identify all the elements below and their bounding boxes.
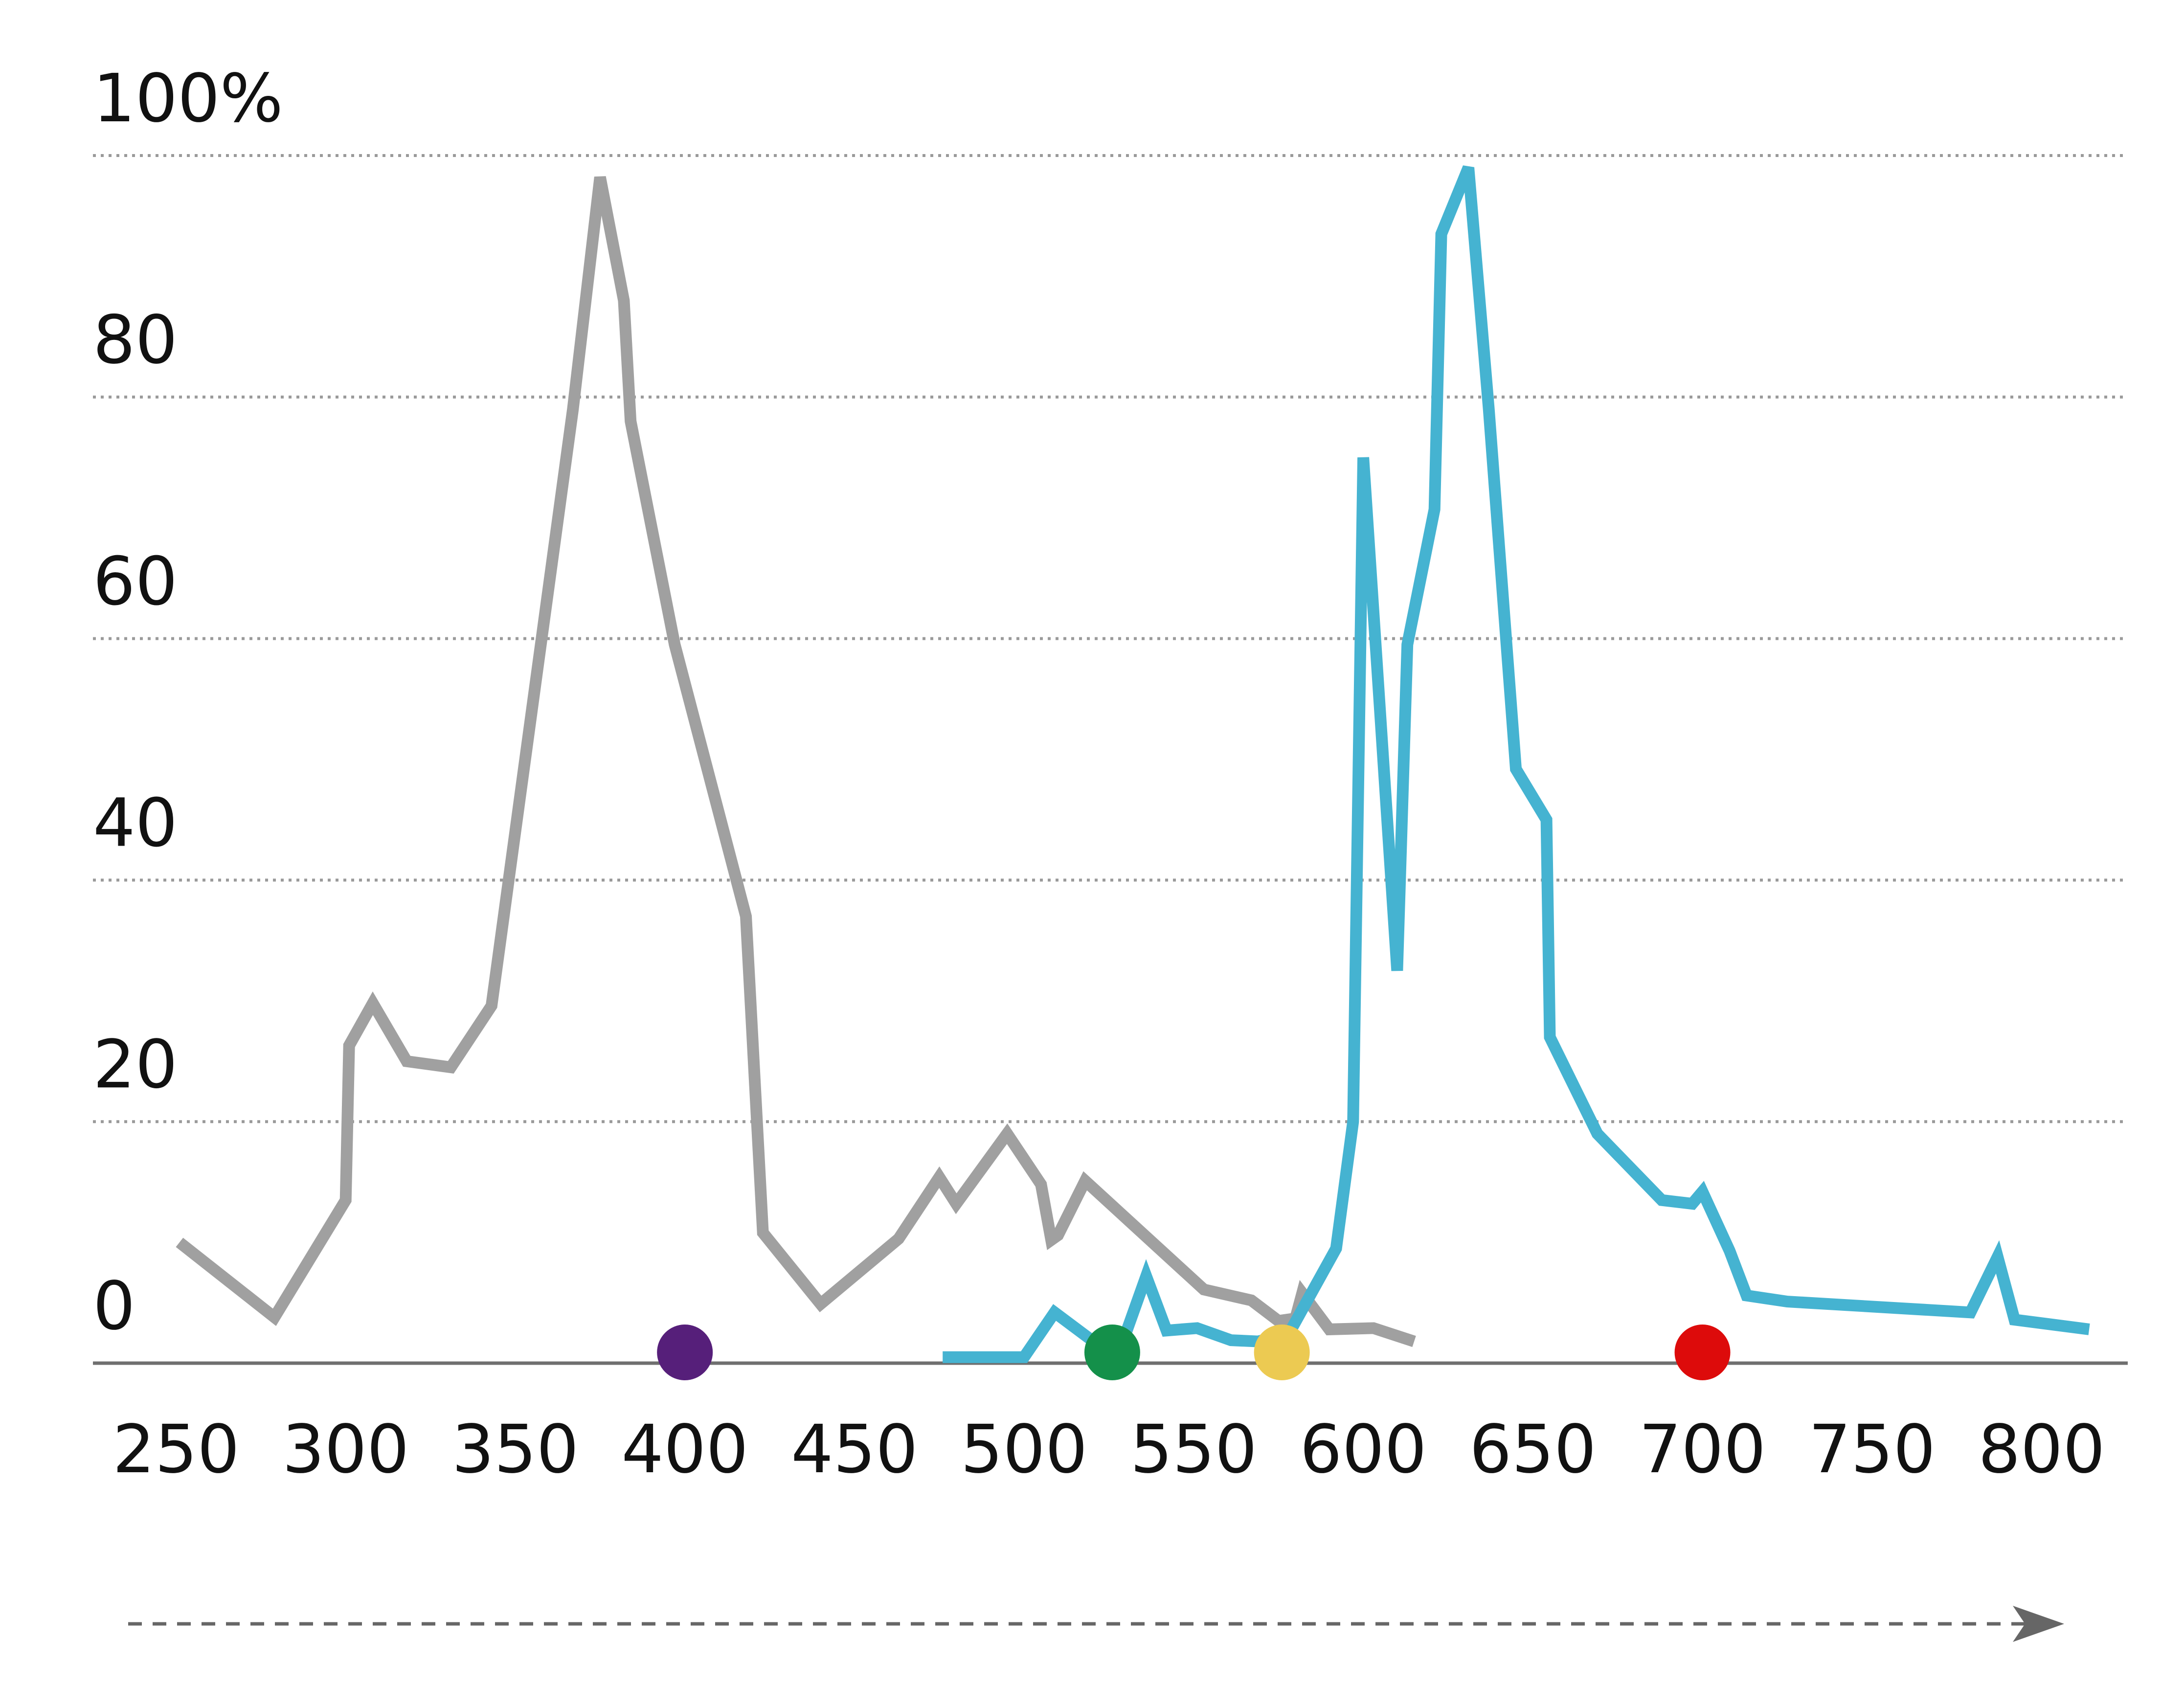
y-axis-ticks: 0 20 40 60 80 100%: [93, 60, 283, 1345]
x-tick-label: 450: [791, 1411, 918, 1488]
x-tick-label: 800: [1978, 1411, 2105, 1488]
x-tick-label: 400: [621, 1411, 748, 1488]
y-tick-label: 40: [93, 785, 178, 862]
color-markers: [657, 1325, 1731, 1380]
data-series: [176, 165, 2090, 1363]
arrow-head-icon: [2013, 1606, 2064, 1642]
x-tick-label: 300: [282, 1411, 409, 1488]
gridlines: [93, 154, 2128, 1123]
color-marker-3: [1254, 1325, 1310, 1380]
x-tick-label: 700: [1639, 1411, 1766, 1488]
x-tick-label: 250: [113, 1411, 240, 1488]
color-marker-2: [1084, 1325, 1140, 1380]
x-axis-ticks: 250 300 350 400 450 500 550 600 650 700 750 800: [113, 1411, 2105, 1488]
series-line-2: [943, 165, 2090, 1363]
color-marker-1: [657, 1325, 713, 1380]
y-tick-label: 100%: [93, 60, 283, 137]
y-tick-label: 80: [93, 302, 178, 379]
series-line-1: [176, 176, 1416, 1348]
x-tick-label: 650: [1469, 1411, 1597, 1488]
y-tick-label: 60: [93, 543, 178, 621]
direction-arrow: [128, 1606, 2064, 1642]
y-tick-label: 0: [93, 1268, 135, 1345]
x-tick-label: 550: [1130, 1411, 1258, 1488]
x-tick-label: 600: [1300, 1411, 1427, 1488]
y-tick-label: 20: [93, 1026, 178, 1103]
x-tick-label: 500: [961, 1411, 1088, 1488]
color-marker-4: [1674, 1325, 1731, 1380]
x-tick-label: 350: [452, 1411, 579, 1488]
x-tick-label: 750: [1808, 1411, 1936, 1488]
